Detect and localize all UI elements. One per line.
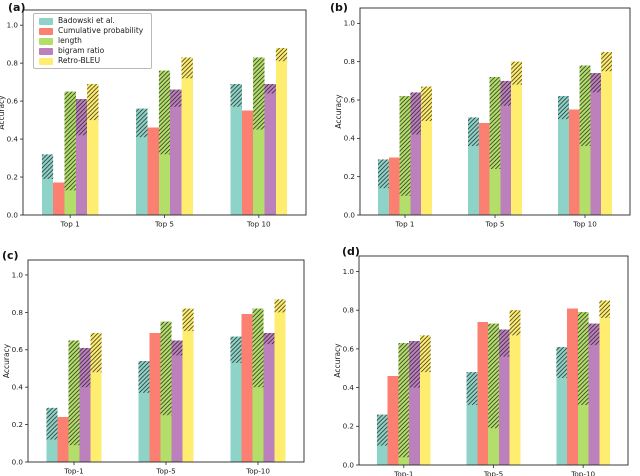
svg-text:Accuracy: Accuracy	[0, 95, 6, 130]
svg-text:0.0: 0.0	[343, 460, 355, 469]
legend-item: Badowski et al.	[39, 17, 143, 25]
svg-text:0.8: 0.8	[7, 59, 19, 68]
legend-label: bigram ratio	[58, 46, 105, 55]
svg-text:0.0: 0.0	[7, 210, 19, 219]
legend-swatch-icon	[39, 47, 53, 55]
svg-text:1.0: 1.0	[7, 21, 19, 30]
panel-a-label: (a)	[8, 1, 26, 14]
legend-swatch-icon	[39, 57, 53, 65]
legend: Badowski et al. Cumulative probability len…	[33, 13, 153, 69]
svg-text:0.8: 0.8	[344, 57, 356, 66]
svg-text:0.6: 0.6	[344, 95, 356, 104]
panel-d-chart: Top-1 Top-5 Top-10 0.0 0.2 0.4 0.6 0.8 1.0 Accura…	[333, 255, 629, 476]
panel-d-label: (d)	[342, 245, 360, 258]
legend-item: bigram ratio	[39, 47, 143, 55]
svg-text:0.6: 0.6	[7, 97, 19, 106]
panel-c-label: (c)	[2, 249, 19, 262]
legend-swatch-icon	[39, 37, 53, 45]
svg-text:Accuracy: Accuracy	[334, 94, 343, 129]
svg-text:Top-5: Top-5	[155, 467, 175, 476]
panel-a-chart: Top 1 Top 5 Top 10 0.0 0.2 0.4 0.6 0.8 1.0 Accura…	[0, 9, 307, 229]
svg-text:Top 10: Top 10	[246, 220, 271, 229]
svg-text:Top-10: Top-10	[245, 467, 270, 476]
svg-text:0.8: 0.8	[343, 306, 355, 315]
panel-b-chart: Top 1 Top 5 Top 10 0.0 0.2 0.4 0.6 0.8 1.0 Accura…	[334, 7, 631, 229]
svg-text:0.2: 0.2	[343, 422, 354, 431]
svg-text:0.2: 0.2	[7, 172, 18, 181]
svg-text:1.0: 1.0	[12, 270, 24, 279]
panel-c-chart: Top-1 Top-5 Top-10 0.0 0.2 0.4 0.6 0.8 1.0 Accura…	[2, 259, 305, 476]
svg-text:Top-5: Top-5	[483, 470, 503, 476]
legend-label: Retro-BLEU	[58, 56, 101, 65]
legend-swatch-icon	[39, 17, 53, 25]
legend-label: Badowski et al.	[58, 16, 115, 25]
panel-a: (a) Badowski et al. Cumulative probabilit…	[0, 0, 320, 238]
svg-text:Accuracy: Accuracy	[2, 343, 11, 378]
svg-text:Top 5: Top 5	[154, 220, 174, 229]
svg-text:0.4: 0.4	[344, 134, 356, 143]
panel-c: (c) Top-1 Top-5 Top-10 0.0 0.2 0.4 0.6 0.8 1.0 Ac…	[0, 238, 320, 476]
legend-label: length	[58, 36, 82, 45]
svg-text:0.6: 0.6	[343, 344, 355, 353]
svg-text:1.0: 1.0	[343, 267, 355, 276]
svg-text:0.4: 0.4	[7, 134, 19, 143]
svg-text:Top 5: Top 5	[485, 220, 505, 229]
panel-b: (b) Top 1 Top 5 Top 10 0.0 0.2 0.4 0.6 0.8 1.0 Ac…	[320, 0, 640, 238]
legend-swatch-icon	[39, 27, 53, 35]
svg-text:Accuracy: Accuracy	[333, 343, 342, 378]
svg-text:0.0: 0.0	[344, 210, 356, 219]
panel-b-label: (b)	[330, 1, 348, 14]
svg-text:0.0: 0.0	[12, 457, 24, 466]
svg-text:0.8: 0.8	[12, 308, 24, 317]
svg-text:0.4: 0.4	[12, 383, 24, 392]
svg-text:0.4: 0.4	[343, 383, 355, 392]
legend-item: Cumulative probability	[39, 27, 143, 35]
svg-text:0.2: 0.2	[344, 172, 355, 181]
svg-text:Top-10: Top-10	[570, 470, 595, 476]
legend-item: Retro-BLEU	[39, 57, 143, 65]
svg-text:0.2: 0.2	[12, 420, 23, 429]
svg-text:0.6: 0.6	[12, 345, 24, 354]
legend-item: length	[39, 37, 143, 45]
svg-text:1.0: 1.0	[344, 19, 356, 28]
svg-text:Top-1: Top-1	[393, 470, 413, 476]
legend-label: Cumulative probability	[58, 26, 144, 35]
panel-d: (d) Top-1 Top-5 Top-10 0.0 0.2 0.4 0.6 0.8 1.0 Ac…	[320, 238, 640, 476]
svg-text:Top-1: Top-1	[63, 467, 83, 476]
svg-text:Top 10: Top 10	[572, 220, 597, 229]
svg-text:Top 1: Top 1	[60, 220, 80, 229]
svg-text:Top 1: Top 1	[395, 220, 415, 229]
